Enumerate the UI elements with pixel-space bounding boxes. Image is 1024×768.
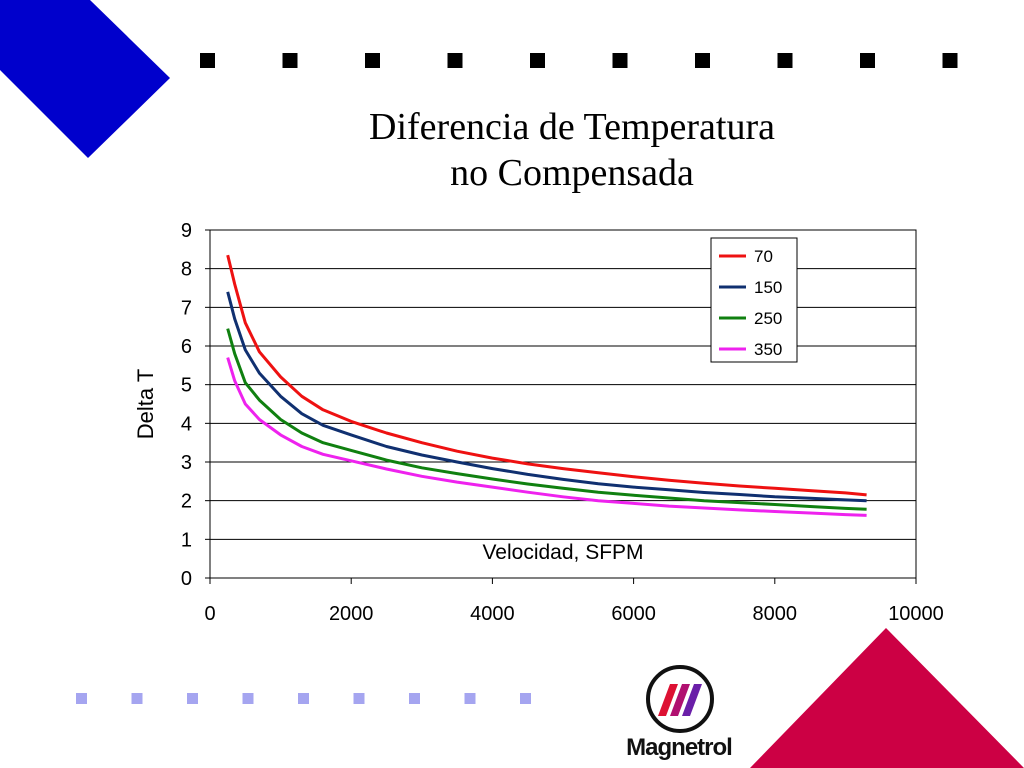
series-line-250 [226, 328, 867, 511]
x-tick-label: 0 [204, 603, 215, 625]
slide-title-line-1: Diferencia de Temperatura [369, 106, 775, 148]
bottom-square [520, 693, 531, 704]
series-line-70 [226, 254, 867, 497]
legend-label-250: 250 [754, 309, 782, 328]
top-square [282, 53, 298, 68]
y-tick-label: 3 [181, 452, 192, 474]
bottom-square [131, 693, 143, 704]
slide-title: Diferencia de Temperatura no Compensada [200, 104, 944, 196]
magnetrol-logo-text: Magnetrol [626, 734, 733, 761]
bottom-square [242, 693, 254, 704]
x-tick-label: 4000 [470, 603, 515, 625]
top-square [612, 53, 628, 68]
x-tick-label: 2000 [329, 603, 374, 625]
bottom-square-row [76, 693, 531, 704]
blue-triangle-decoration [0, 0, 170, 158]
top-square [365, 53, 380, 68]
y-tick-label: 5 [181, 375, 192, 397]
y-tick-label: 6 [181, 336, 192, 358]
x-tick-label: 10000 [888, 603, 944, 625]
top-square [942, 53, 958, 68]
series-line-350 [226, 357, 867, 517]
y-tick-label: 2 [181, 491, 192, 513]
y-tick-label: 0 [181, 568, 192, 590]
plot-area [209, 229, 917, 579]
bottom-square [353, 693, 365, 704]
y-tick-label: 9 [181, 220, 192, 242]
top-square [860, 53, 875, 68]
y-axis-label: Delta T [133, 369, 158, 440]
magnetrol-emblem-icon [646, 665, 714, 733]
legend-box [710, 237, 798, 363]
series-line-150 [226, 291, 867, 503]
slide-title-line-2: no Compensada [450, 152, 694, 194]
bottom-square [187, 693, 198, 704]
y-tick-label: 1 [181, 529, 192, 551]
x-tick-label: 6000 [611, 603, 656, 625]
legend-label-70: 70 [754, 247, 773, 266]
legend-label-150: 150 [754, 278, 782, 297]
red-triangle-decoration [750, 628, 1024, 768]
magnetrol-logo: Magnetrol [614, 664, 744, 764]
x-tick-label: 8000 [753, 603, 798, 625]
top-square-row [200, 53, 958, 68]
bottom-square [76, 693, 87, 704]
legend-label-350: 350 [754, 340, 782, 359]
legend: 70 150 250 350 [710, 237, 798, 363]
top-square [530, 53, 545, 68]
y-tick-label: 8 [181, 259, 192, 281]
x-axis-label: Velocidad, SFPM [482, 541, 643, 564]
top-square [200, 53, 215, 68]
y-tick-label: 4 [181, 413, 192, 435]
top-square [695, 53, 710, 68]
top-square [777, 53, 793, 68]
y-tick-label: 7 [181, 297, 192, 319]
bottom-square [464, 693, 476, 704]
bottom-square [298, 693, 309, 704]
bottom-square [409, 693, 420, 704]
top-square [447, 53, 463, 68]
